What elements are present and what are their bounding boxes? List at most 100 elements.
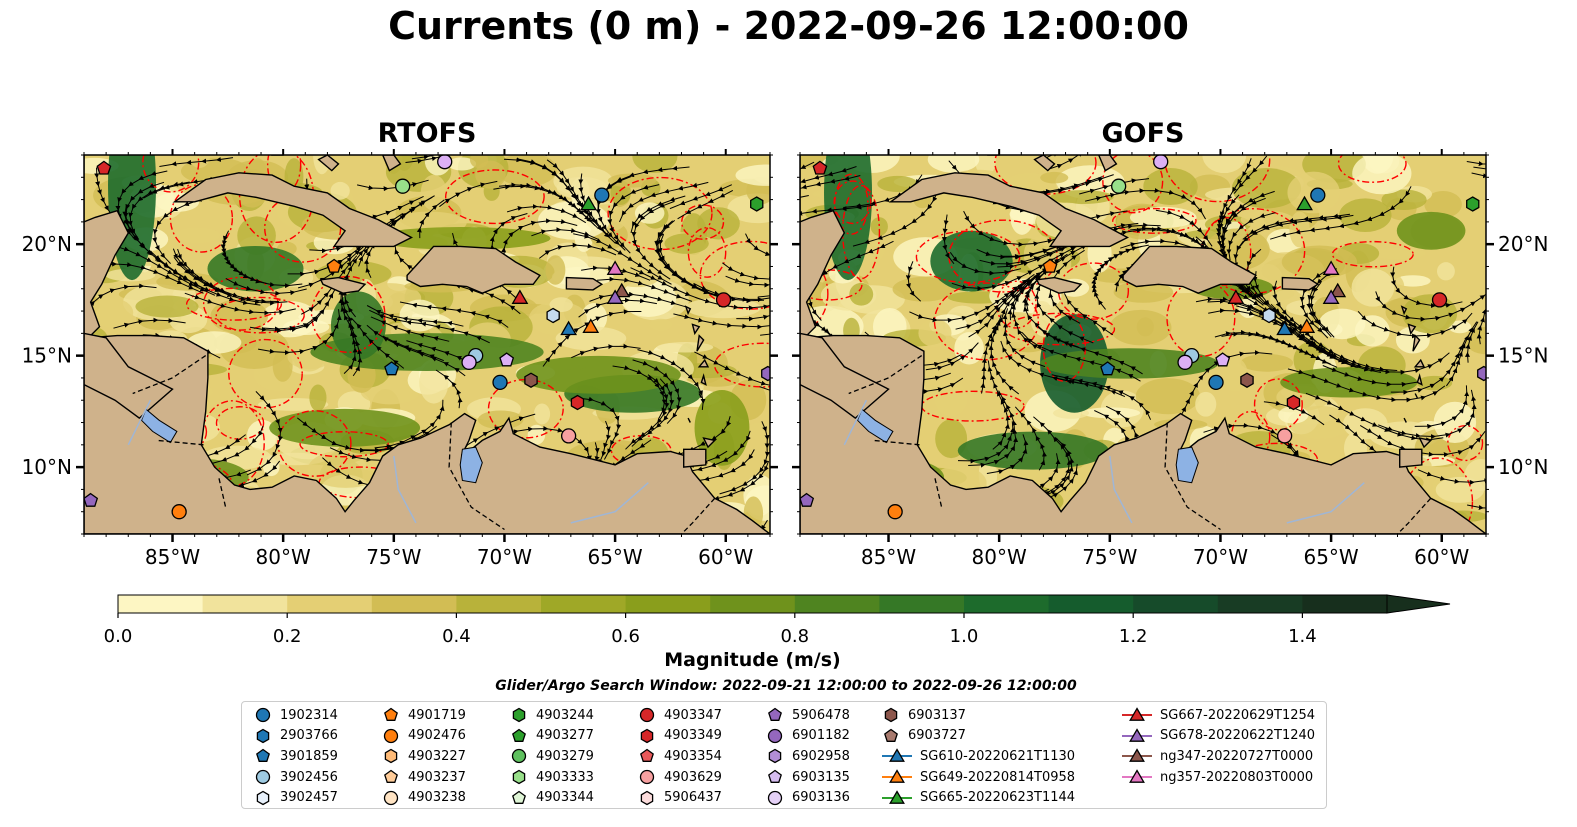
streamline	[986, 434, 1029, 475]
speed-patch	[309, 384, 327, 412]
eddy-contour	[1164, 155, 1271, 203]
marker-SG667-20220629T1254	[1227, 289, 1245, 304]
colorbar-segment	[202, 595, 288, 613]
legend-marker	[884, 728, 898, 742]
legend-label: 5906437	[664, 790, 722, 806]
land-polygon	[1035, 276, 1083, 294]
legend-label: 3902456	[280, 769, 338, 785]
country-border	[132, 355, 207, 395]
speed-patch	[1040, 171, 1069, 184]
legend-marker	[256, 728, 270, 744]
marker-SG610-20220621T1130	[1276, 320, 1294, 336]
legend-swatch	[1122, 728, 1152, 742]
legend-swatch	[639, 708, 655, 723]
country-border	[448, 422, 505, 531]
streamline	[1242, 213, 1351, 240]
streamline	[1091, 245, 1143, 310]
axis-ticks: 85°W 80°W 75°W 70°W 65°W 60°W 20°N 15°N 10°N	[22, 149, 778, 569]
land-polygon	[1097, 155, 1118, 172]
marker-4903629	[1276, 428, 1293, 444]
marker-6903135	[499, 352, 515, 367]
colorbar-frame	[117, 594, 1388, 614]
legend-marker	[512, 708, 526, 723]
country-border	[681, 497, 716, 534]
legend-swatch	[256, 790, 270, 805]
marker-6903136	[1153, 155, 1169, 170]
marker-4903244	[1466, 196, 1480, 212]
streamline	[1047, 155, 1102, 171]
legend-item: 3902457	[254, 787, 338, 808]
river	[570, 482, 649, 524]
country-border	[934, 478, 943, 508]
legend-label: 4903279	[536, 748, 594, 764]
streamline	[538, 242, 617, 259]
streamline	[631, 201, 675, 280]
streamline	[159, 157, 234, 167]
legend-marker	[889, 769, 905, 783]
x-tick-label: 70°W	[1193, 545, 1248, 569]
marker-SG665-20220623T1144	[580, 195, 597, 211]
legend-label: 4903344	[536, 790, 594, 806]
land-polygon	[1399, 448, 1423, 468]
legend-label: 6903136	[792, 790, 850, 806]
marker-3902457	[546, 307, 560, 324]
speed-patch	[1136, 317, 1154, 337]
marker-5906478	[84, 492, 99, 507]
land-polygon	[406, 245, 541, 294]
marker-5906478	[800, 492, 815, 507]
legend-item: 6903135	[766, 767, 850, 788]
legend-swatch	[1122, 748, 1152, 763]
x-tick-label: 65°W	[1303, 545, 1358, 569]
legend-swatch	[512, 708, 526, 723]
marker-6903137	[524, 372, 538, 388]
speed-patch	[632, 155, 678, 173]
speed-patch	[735, 164, 770, 186]
legend-item: 4903244	[510, 705, 594, 726]
legend-swatch	[384, 749, 398, 764]
land-polygon	[702, 437, 717, 449]
colorbar-segment	[118, 595, 204, 613]
speed-patch	[697, 207, 740, 240]
y-tick-label: 20°N	[22, 232, 72, 256]
colorbar-tick-label: 0.6	[611, 626, 640, 647]
marker-SG610-20220621T1130	[560, 320, 578, 336]
colorbar-segment	[964, 595, 1050, 613]
colorbar-extend-arrow	[1386, 594, 1451, 614]
colorbar-segment	[456, 595, 542, 613]
legend-swatch	[884, 728, 898, 742]
marker-ng357-20220803T0000	[1322, 260, 1340, 275]
legend-item: 6903136	[766, 787, 850, 808]
legend-label: ng357-20220803T0000	[1160, 769, 1314, 785]
country-border	[218, 478, 227, 508]
legend-marker	[384, 769, 398, 784]
colorbar-segment	[371, 595, 457, 613]
eddy-contour	[1331, 240, 1414, 268]
legend-item: 6902958	[766, 746, 850, 767]
colorbar-segment	[1133, 595, 1219, 613]
current-jet	[269, 408, 421, 447]
legend-swatch	[768, 749, 782, 764]
streamline	[905, 261, 922, 302]
legend-swatch	[383, 728, 399, 744]
land-polygon	[1414, 393, 1419, 399]
streamline	[988, 314, 1020, 395]
legend-swatch	[640, 790, 654, 805]
legend-label: 6902958	[792, 748, 850, 764]
legend-label: 6903137	[908, 707, 966, 723]
colorbar-segment	[625, 595, 711, 613]
legend-column: 5906478 6901182 6902958 6903135 6903136	[766, 705, 850, 808]
speed-patch	[1289, 211, 1310, 248]
legend-item: ng357-20220803T0000	[1122, 767, 1315, 788]
marker-4901719	[326, 258, 342, 273]
legend-marker	[767, 728, 783, 744]
legend-marker	[512, 728, 526, 742]
land-polygon	[1281, 276, 1320, 291]
speed-patch	[1240, 210, 1294, 229]
streamline	[694, 351, 770, 392]
speed-patch	[1424, 190, 1462, 219]
legend-label: SG649-20220814T0958	[920, 769, 1076, 785]
speed-patch	[1195, 391, 1217, 417]
legend-swatch	[640, 749, 654, 763]
legend-marker	[383, 728, 399, 744]
legend-item: SG665-20220623T1144	[882, 787, 1075, 808]
